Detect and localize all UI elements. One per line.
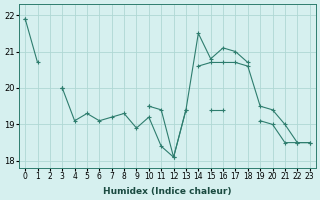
- X-axis label: Humidex (Indice chaleur): Humidex (Indice chaleur): [103, 187, 232, 196]
